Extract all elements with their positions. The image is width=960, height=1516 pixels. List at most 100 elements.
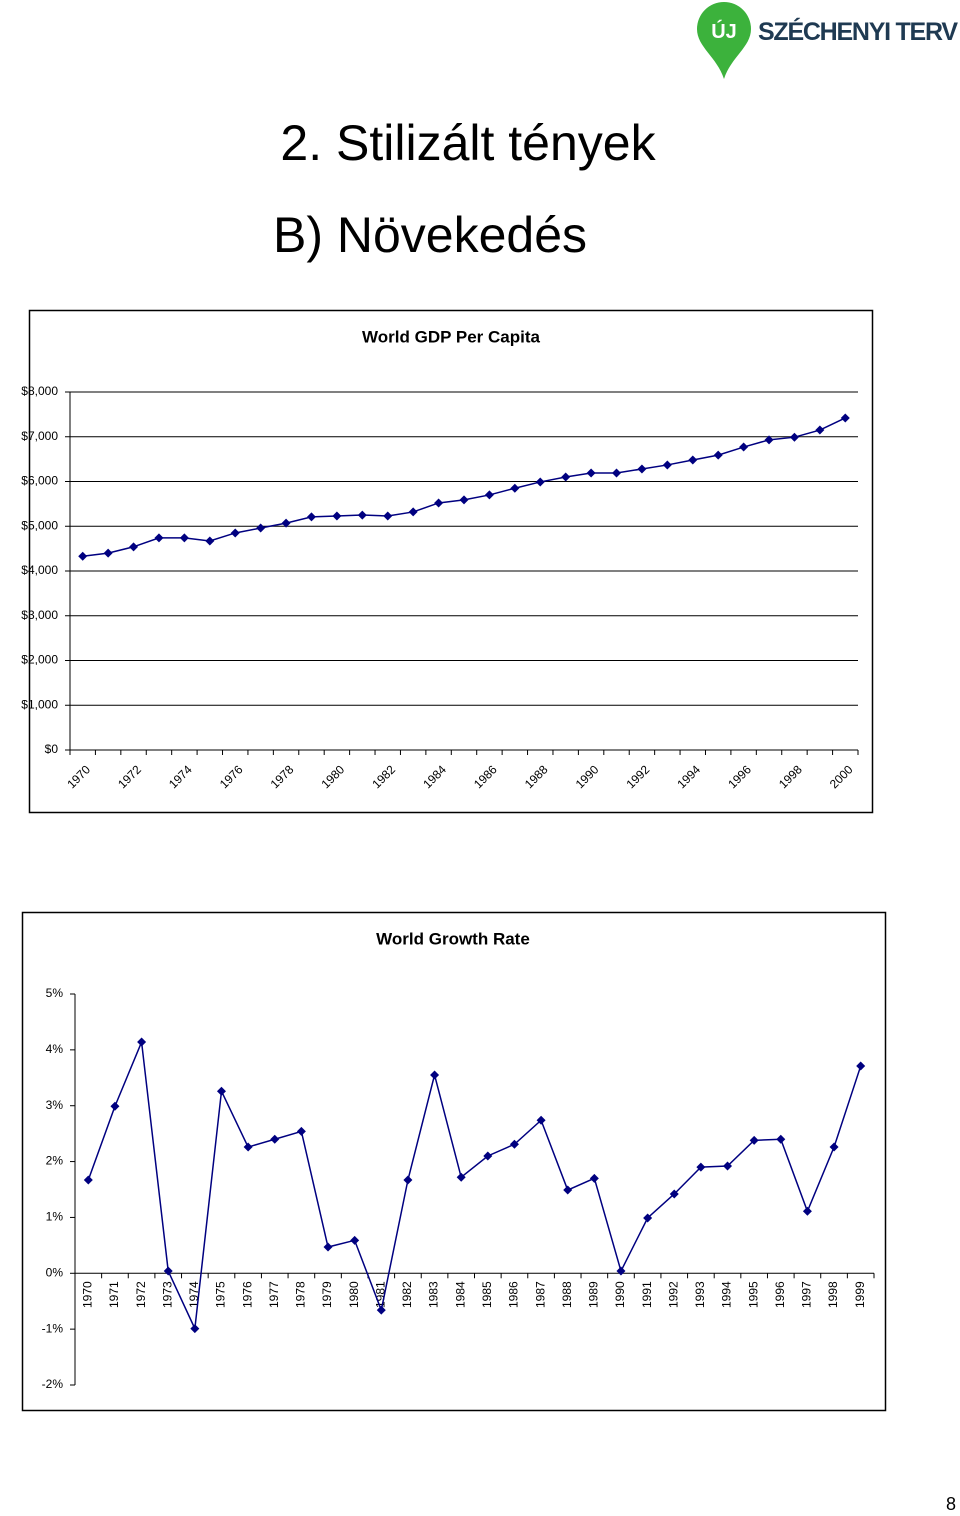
data-point <box>612 468 622 478</box>
logo-text: SZÉCHENYI TERV <box>758 17 958 46</box>
data-point <box>739 442 749 452</box>
x-tick-label: 1992 <box>666 1281 680 1308</box>
data-point <box>430 1070 440 1080</box>
data-point <box>129 542 139 552</box>
y-tick-label: $7,000 <box>21 429 58 443</box>
data-point <box>403 1175 413 1185</box>
y-tick-label: 5% <box>46 986 64 1000</box>
y-tick-label: $4,000 <box>21 563 58 577</box>
data-point <box>137 1037 147 1047</box>
logo-mark: ÚJ <box>711 19 737 43</box>
x-tick-label: 1989 <box>587 1281 601 1308</box>
data-point <box>306 512 316 522</box>
data-point <box>637 464 647 474</box>
data-point <box>376 1305 386 1315</box>
chart-frame <box>21 911 887 1412</box>
data-point <box>616 1266 626 1276</box>
x-tick-label: 1993 <box>693 1281 707 1308</box>
data-point <box>83 1175 93 1185</box>
page-subtitle: B) Növekedés <box>273 207 587 263</box>
chart-title: World GDP Per Capita <box>362 327 540 346</box>
x-tick-label: 1985 <box>480 1281 494 1308</box>
data-point <box>586 468 596 478</box>
data-point <box>154 533 164 543</box>
data-point <box>749 1135 759 1145</box>
x-tick-label: 1976 <box>240 1281 254 1308</box>
data-point <box>434 498 444 508</box>
data-point <box>296 1126 306 1136</box>
x-tick-label: 1981 <box>373 1281 387 1308</box>
data-point <box>408 507 418 517</box>
data-line <box>87 1039 862 1332</box>
data-point <box>536 1115 546 1125</box>
chart-frame <box>28 309 874 814</box>
data-point <box>205 536 215 546</box>
data-point <box>190 1324 200 1334</box>
data-point <box>643 1213 653 1223</box>
x-tick-label: 1983 <box>427 1281 441 1308</box>
data-point <box>243 1142 253 1152</box>
y-tick-label: 3% <box>46 1098 64 1112</box>
data-point <box>456 1172 466 1182</box>
x-tick-label: 1995 <box>746 1281 760 1308</box>
y-tick-label: $2,000 <box>21 653 58 667</box>
data-point <box>589 1173 599 1183</box>
x-tick-label: 1997 <box>800 1281 814 1308</box>
chart-title: World Growth Rate <box>376 929 530 948</box>
y-tick-label: 4% <box>46 1042 64 1056</box>
x-tick-label: 1984 <box>453 1281 467 1308</box>
y-tick-label: $8,000 <box>21 384 58 398</box>
data-point <box>332 511 342 521</box>
data-point <box>483 1151 493 1161</box>
data-point <box>535 477 545 487</box>
x-tick-label: 1973 <box>160 1281 174 1308</box>
data-point <box>776 1134 786 1144</box>
x-tick-label: 1980 <box>347 1281 361 1308</box>
x-tick-label: 1982 <box>400 1281 414 1308</box>
data-point <box>723 1161 733 1171</box>
x-tick-label: 1996 <box>773 1281 787 1308</box>
data-point <box>802 1206 812 1216</box>
x-tick-label: 1988 <box>560 1281 574 1308</box>
x-tick-label: 1987 <box>533 1281 547 1308</box>
data-point <box>163 1266 173 1276</box>
data-point <box>815 425 825 435</box>
data-point <box>509 1139 519 1149</box>
x-tick-label: 1972 <box>134 1281 148 1308</box>
data-point <box>563 1185 573 1195</box>
data-point <box>78 551 88 561</box>
data-point <box>110 1101 120 1111</box>
y-tick-label: $0 <box>45 742 59 756</box>
x-tick-label: 1994 <box>720 1281 734 1308</box>
data-point <box>662 460 672 470</box>
data-point <box>561 472 571 482</box>
data-point <box>696 1162 706 1172</box>
data-point <box>216 1086 226 1096</box>
data-point <box>856 1061 866 1071</box>
logo-pin <box>697 2 751 79</box>
y-tick-label: 0% <box>46 1265 64 1279</box>
x-tick-label: 1978 <box>294 1281 308 1308</box>
data-point <box>840 413 850 423</box>
x-tick-label: 1991 <box>640 1281 654 1308</box>
y-tick-label: 1% <box>46 1210 64 1224</box>
data-point <box>270 1134 280 1144</box>
x-tick-label: 1986 <box>507 1281 521 1308</box>
x-tick-label: 1971 <box>107 1281 121 1308</box>
data-point <box>179 533 189 543</box>
x-tick-label: 1970 <box>80 1281 94 1308</box>
data-point <box>829 1142 839 1152</box>
x-tick-label: 1999 <box>853 1281 867 1308</box>
x-tick-label: 1977 <box>267 1281 281 1308</box>
page-number: 8 <box>946 1494 956 1514</box>
data-point <box>764 435 774 445</box>
y-tick-label: $5,000 <box>21 518 58 532</box>
data-point <box>281 518 291 528</box>
data-point <box>510 483 520 493</box>
data-point <box>484 490 494 500</box>
data-point <box>383 511 393 521</box>
y-tick-label: 2% <box>46 1154 64 1168</box>
x-tick-label: 1998 <box>826 1281 840 1308</box>
